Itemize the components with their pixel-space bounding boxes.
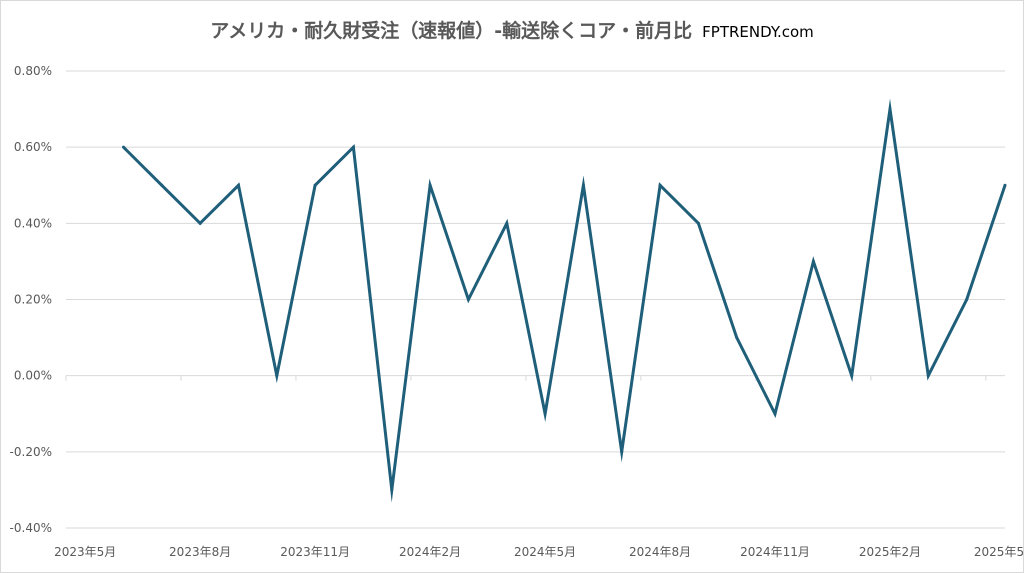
data-point [850,374,854,378]
data-point [1003,183,1007,187]
data-point [658,183,662,187]
data-point [888,107,892,111]
source-label: FPTRENDY.com [702,23,814,41]
x-axis-tick-labels: 2023年5月 2023年8月 2023年11月 2024年2月 2024年5月 2024… [54,545,1024,559]
series-group [121,98,1007,503]
y-tick-label: 0.20% [14,293,52,307]
x-tick-label: 2024年11月 [740,545,810,559]
data-point [543,412,547,416]
data-point [620,450,624,454]
x-tick-label: 2025年5月 [974,545,1024,559]
y-tick-label: -0.40% [10,521,52,535]
x-tick-label: 2023年11月 [280,545,350,559]
data-point [313,183,317,187]
x-tick-label: 2024年8月 [629,545,691,559]
x-tick-label: 2023年8月 [169,545,231,559]
x-tick-label: 2023年5月 [54,545,116,559]
data-point [428,183,432,187]
data-point [121,145,125,149]
y-tick-label: 0.00% [14,369,52,383]
data-point [735,336,739,340]
y-tick-label: 0.60% [14,140,52,154]
data-point [773,412,777,416]
gridlines [65,70,1005,529]
data-point [696,221,700,225]
data-point [160,183,164,187]
data-point [466,298,470,301]
x-tick-label: 2024年2月 [399,545,461,559]
y-tick-label: 0.80% [14,64,52,78]
x-tick-label: 2025年2月 [859,545,921,559]
chart-title: アメリカ・耐久財受注（速報値）-輸送除くコア・前月比 [210,20,693,42]
data-point [505,221,509,225]
x-tick-label: 2024年5月 [514,545,576,559]
data-point [198,221,202,225]
data-point [581,183,585,187]
data-point [811,259,815,263]
data-point [275,374,279,378]
data-point [926,374,930,378]
data-point [351,145,355,149]
series-line [122,98,1007,503]
data-point [236,183,240,187]
y-tick-label: 0.40% [14,216,52,230]
chart-title-row: アメリカ・耐久財受注（速報値）-輸送除くコア・前月比 FPTRENDY.com [0,16,1024,43]
data-point [965,298,969,301]
y-axis-tick-labels: 0.80% 0.60% 0.40% 0.20% 0.00% -0.20% -0.40% [10,64,52,535]
y-tick-label: -0.20% [10,445,52,459]
data-point [390,488,394,492]
